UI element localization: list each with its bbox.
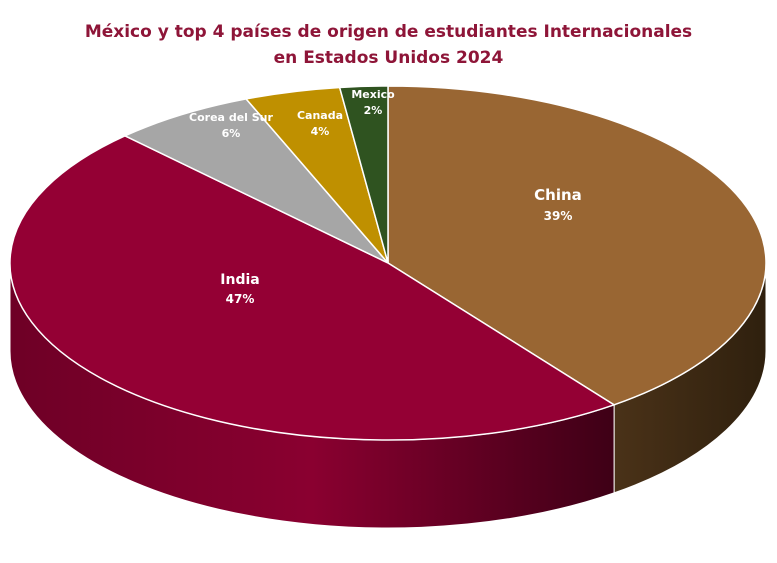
slice-value-mexico: 2% — [364, 104, 383, 117]
pie-slice-india — [9, 135, 616, 441]
slice-label-corea-del-sur: Corea del Sur — [189, 111, 273, 124]
pie-slice-china — [387, 85, 767, 406]
slice-value-china: 39% — [544, 209, 573, 223]
chart-title-line-2: en Estados Unidos 2024 — [273, 48, 504, 68]
slice-label-canada: Canada — [297, 109, 343, 122]
slice-label-mexico: Mexico — [351, 88, 395, 101]
slice-value-canada: 4% — [311, 125, 330, 138]
slice-label-india: India — [220, 272, 259, 288]
pie-slice-corea-del-sur — [123, 98, 389, 264]
slice-value-corea-del-sur: 6% — [222, 127, 241, 140]
slice-label-china: China — [534, 186, 582, 204]
chart-title-line-1: México y top 4 países de origen de estud… — [84, 22, 693, 42]
pie-slice-mexico — [338, 85, 389, 264]
slice-value-india: 47% — [226, 292, 255, 306]
